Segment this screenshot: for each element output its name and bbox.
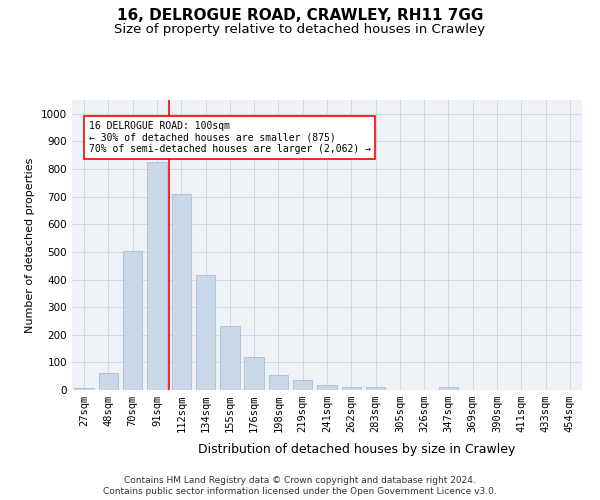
Bar [244, 357, 264, 390]
Bar [366, 387, 385, 390]
Bar [317, 386, 337, 390]
Bar [147, 162, 167, 390]
Bar [123, 250, 142, 390]
Bar [269, 375, 288, 390]
Bar [341, 386, 361, 390]
Bar [172, 194, 191, 390]
Y-axis label: Number of detached properties: Number of detached properties [25, 158, 35, 332]
Text: Size of property relative to detached houses in Crawley: Size of property relative to detached ho… [115, 22, 485, 36]
Bar [99, 374, 118, 390]
Text: Contains public sector information licensed under the Open Government Licence v3: Contains public sector information licen… [103, 488, 497, 496]
Text: 16, DELROGUE ROAD, CRAWLEY, RH11 7GG: 16, DELROGUE ROAD, CRAWLEY, RH11 7GG [117, 8, 483, 22]
Text: Contains HM Land Registry data © Crown copyright and database right 2024.: Contains HM Land Registry data © Crown c… [124, 476, 476, 485]
Text: Distribution of detached houses by size in Crawley: Distribution of detached houses by size … [199, 442, 515, 456]
Text: 16 DELROGUE ROAD: 100sqm
← 30% of detached houses are smaller (875)
70% of semi-: 16 DELROGUE ROAD: 100sqm ← 30% of detach… [89, 120, 371, 154]
Bar [74, 388, 94, 390]
Bar [220, 326, 239, 390]
Bar [196, 275, 215, 390]
Bar [439, 387, 458, 390]
Bar [293, 380, 313, 390]
